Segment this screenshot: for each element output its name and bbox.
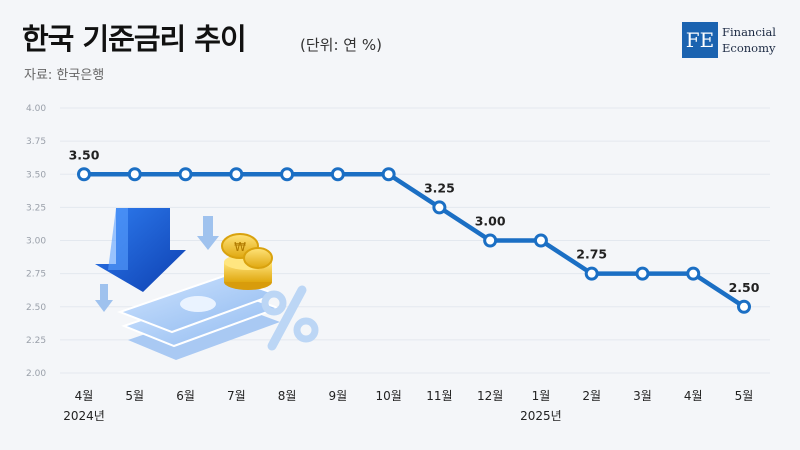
y-tick-label: 3.25 bbox=[26, 203, 46, 213]
data-point bbox=[280, 167, 295, 182]
unit-label: (단위: 연 %) bbox=[300, 36, 382, 54]
y-tick-label: 4.00 bbox=[26, 104, 46, 114]
x-tick-label: 7월 bbox=[227, 389, 246, 403]
data-point bbox=[381, 167, 396, 182]
y-tick-label: 3.00 bbox=[26, 237, 46, 247]
year-label: 2024년 bbox=[63, 409, 105, 423]
logo-text: Financial Economy bbox=[722, 25, 776, 55]
logo-mark: FE bbox=[682, 22, 718, 58]
page-title: 한국 기준금리 추이 bbox=[22, 22, 247, 56]
data-point bbox=[686, 266, 701, 281]
x-tick-label: 11월 bbox=[426, 389, 452, 403]
y-tick-label: 3.50 bbox=[26, 170, 46, 180]
data-point bbox=[432, 200, 447, 215]
down-arrow-icon bbox=[95, 208, 186, 292]
data-point bbox=[77, 167, 91, 182]
x-tick-label: 1월 bbox=[532, 389, 551, 403]
money-stack-icon bbox=[117, 274, 281, 360]
x-tick-label: 9월 bbox=[329, 389, 348, 403]
data-point bbox=[127, 167, 142, 182]
percent-icon bbox=[261, 285, 319, 351]
x-tick-label: 4월 bbox=[75, 389, 94, 403]
brand-logo: FE Financial Economy bbox=[682, 22, 792, 58]
data-point bbox=[533, 233, 548, 248]
x-tick-label: 10월 bbox=[375, 389, 401, 403]
x-tick-label: 12월 bbox=[477, 389, 503, 403]
data-label: 3.50 bbox=[69, 147, 100, 162]
data-point bbox=[635, 266, 650, 281]
data-point bbox=[330, 167, 345, 182]
x-tick-label: 8월 bbox=[278, 389, 297, 403]
small-arrow-icon bbox=[95, 216, 219, 312]
data-label: 2.50 bbox=[729, 280, 760, 295]
x-tick-label: 5월 bbox=[735, 389, 754, 403]
data-point bbox=[178, 167, 193, 182]
series-line bbox=[81, 172, 747, 309]
y-tick-label: 2.25 bbox=[26, 336, 46, 346]
y-tick-label: 2.75 bbox=[26, 270, 46, 280]
svg-text:₩: ₩ bbox=[234, 240, 246, 254]
data-point bbox=[737, 299, 752, 314]
y-tick-label: 2.00 bbox=[26, 369, 46, 379]
x-tick-label: 4월 bbox=[684, 389, 703, 403]
data-point bbox=[584, 266, 599, 281]
data-point bbox=[229, 167, 244, 182]
y-tick-label: 2.50 bbox=[26, 303, 46, 313]
data-label: 3.00 bbox=[475, 214, 506, 229]
year-label: 2025년 bbox=[520, 409, 562, 423]
source-label: 자료: 한국은행 bbox=[24, 68, 105, 83]
x-tick-label: 5월 bbox=[125, 389, 144, 403]
y-tick-label: 3.75 bbox=[26, 137, 46, 147]
x-tick-label: 6월 bbox=[176, 389, 195, 403]
data-label: 3.25 bbox=[424, 180, 455, 195]
x-tick-label: 2월 bbox=[582, 389, 601, 403]
coin-stack-icon: ₩ bbox=[221, 233, 273, 290]
data-label: 2.75 bbox=[576, 247, 607, 262]
rate-cut-illustration: ₩ bbox=[95, 208, 319, 360]
x-tick-label: 3월 bbox=[633, 389, 652, 403]
data-point bbox=[483, 233, 498, 248]
